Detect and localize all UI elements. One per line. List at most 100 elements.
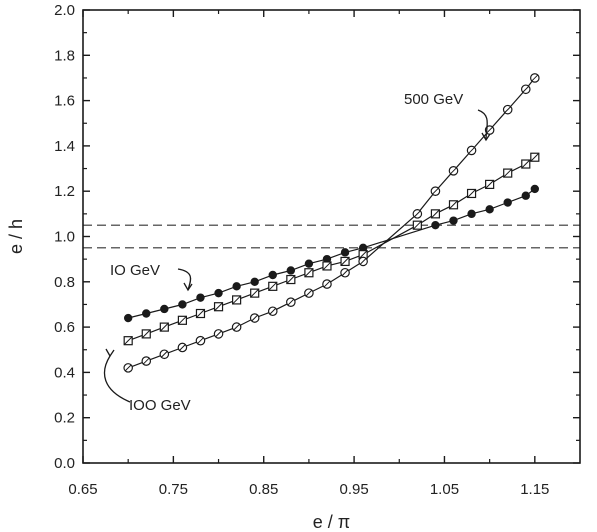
data-point bbox=[249, 313, 260, 323]
y-axis-label: e / h bbox=[6, 219, 26, 254]
square-marker-slash bbox=[503, 168, 513, 178]
data-point bbox=[177, 315, 187, 325]
circle-marker-slash bbox=[359, 258, 367, 265]
data-point bbox=[412, 209, 423, 219]
data-point bbox=[123, 363, 133, 373]
x-tick-label: 1.05 bbox=[430, 481, 459, 498]
data-point bbox=[214, 288, 223, 298]
data-point bbox=[521, 159, 531, 169]
square-marker-slash bbox=[530, 152, 540, 162]
data-point bbox=[250, 277, 259, 286]
x-tick-label: 1.15 bbox=[520, 481, 549, 498]
circle-marker-slash bbox=[124, 364, 132, 372]
data-point bbox=[286, 297, 296, 307]
circle-marker-slash bbox=[251, 314, 259, 322]
data-point bbox=[141, 356, 152, 366]
arrowhead-icon bbox=[481, 132, 491, 142]
circle-marker-slash bbox=[197, 337, 204, 345]
data-point bbox=[530, 184, 540, 194]
y-tick-label: 1.6 bbox=[54, 93, 75, 110]
square-marker-slash bbox=[304, 268, 314, 278]
y-tick-label: 1.4 bbox=[54, 138, 75, 155]
circle-marker-slash bbox=[504, 106, 512, 114]
data-point bbox=[340, 248, 350, 257]
circle-marker-slash bbox=[531, 74, 539, 82]
y-tick-label: 0.4 bbox=[54, 364, 75, 381]
annotation-10-gev: IO GeV bbox=[110, 262, 193, 292]
y-tick-label: 1.0 bbox=[54, 229, 75, 246]
data-point bbox=[431, 220, 440, 230]
data-point bbox=[268, 270, 277, 280]
annotation-arrow bbox=[477, 109, 488, 141]
circle-marker-slash bbox=[179, 344, 186, 351]
circle-marker-slash bbox=[450, 167, 457, 175]
series-10-gev bbox=[123, 184, 540, 323]
series-line-10-gev bbox=[128, 188, 536, 319]
series-500-gev bbox=[123, 73, 540, 373]
data-point bbox=[412, 220, 422, 230]
data-point bbox=[141, 329, 151, 339]
x-tick-label: 0.85 bbox=[249, 481, 278, 498]
arrowhead-icon bbox=[183, 282, 193, 292]
data-point bbox=[195, 335, 206, 346]
square-marker-slash bbox=[412, 220, 422, 230]
x-axis-label: e / π bbox=[313, 512, 350, 532]
y-tick-label: 1.2 bbox=[54, 183, 75, 200]
series-100-gev bbox=[123, 152, 540, 346]
data-point bbox=[178, 300, 187, 309]
data-point bbox=[286, 274, 296, 285]
x-tick-label: 0.95 bbox=[339, 481, 368, 498]
circle-marker-slash bbox=[341, 269, 349, 277]
data-point bbox=[521, 191, 530, 200]
reference-lines bbox=[83, 224, 580, 249]
data-point bbox=[213, 302, 224, 312]
data-point bbox=[449, 216, 458, 225]
data-point bbox=[430, 209, 441, 219]
data-point bbox=[485, 179, 495, 190]
y-tick-label: 0.6 bbox=[54, 319, 75, 336]
square-marker-slash bbox=[123, 336, 133, 346]
circle-marker-slash bbox=[486, 126, 493, 134]
y-tick-label: 0.8 bbox=[54, 274, 75, 291]
data-point bbox=[448, 200, 459, 210]
data-point bbox=[177, 342, 188, 353]
data-point bbox=[232, 282, 241, 291]
axis-ticks: 0.65 0.75 0.85 0.95 1.05 1.15 0.0 0.2 0.4 0.6 0.8 1… bbox=[54, 2, 580, 498]
data-point bbox=[503, 168, 513, 178]
annotation-label: IOO GeV bbox=[129, 397, 191, 414]
data-point bbox=[340, 256, 350, 267]
data-point bbox=[467, 209, 476, 219]
circle-marker-slash bbox=[305, 289, 313, 297]
data-point bbox=[520, 84, 531, 95]
data-point bbox=[304, 288, 314, 298]
y-tick-label: 0.2 bbox=[54, 410, 75, 427]
square-marker-slash bbox=[521, 159, 531, 169]
data-point bbox=[142, 309, 151, 318]
data-point bbox=[268, 281, 278, 291]
data-point bbox=[213, 329, 224, 339]
square-marker-slash bbox=[431, 209, 440, 219]
series-line-100-gev bbox=[127, 156, 536, 342]
circle-marker-slash bbox=[432, 187, 439, 195]
square-marker-slash bbox=[159, 322, 169, 332]
annotation-label: IO GeV bbox=[110, 262, 160, 279]
circle-marker-slash bbox=[413, 210, 421, 218]
square-marker-slash bbox=[178, 315, 187, 325]
data-point bbox=[503, 198, 512, 207]
annotation-label: 500 GeV bbox=[404, 91, 463, 108]
data-point bbox=[530, 73, 540, 83]
data-point bbox=[322, 279, 332, 289]
series-layer bbox=[123, 73, 540, 373]
annotation-500-gev: 500 GeV bbox=[404, 91, 491, 142]
circle-marker-slash bbox=[522, 85, 530, 93]
data-point bbox=[231, 322, 242, 332]
y-tick-label: 1.8 bbox=[54, 47, 75, 64]
circle-marker-slash bbox=[215, 330, 222, 338]
y-tick-label: 0.0 bbox=[54, 455, 75, 472]
data-point bbox=[485, 205, 494, 214]
square-marker-slash bbox=[449, 200, 458, 210]
square-marker-slash bbox=[141, 329, 151, 339]
square-marker-slash bbox=[232, 295, 241, 305]
square-marker-slash bbox=[358, 250, 368, 259]
